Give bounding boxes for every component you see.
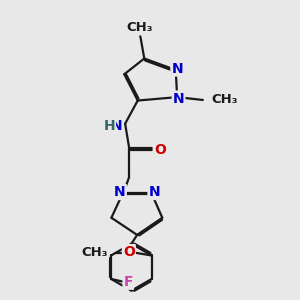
Text: CH₃: CH₃ xyxy=(127,21,153,34)
Text: N: N xyxy=(111,119,122,133)
Text: O: O xyxy=(154,143,166,157)
Text: H: H xyxy=(103,119,115,133)
Text: N: N xyxy=(114,185,126,199)
Text: N: N xyxy=(171,61,183,76)
Text: O: O xyxy=(123,245,135,259)
Text: N: N xyxy=(148,185,160,199)
Text: N: N xyxy=(173,92,184,106)
Text: F: F xyxy=(124,275,133,289)
Text: CH₃: CH₃ xyxy=(82,246,108,259)
Text: CH₃: CH₃ xyxy=(212,94,238,106)
